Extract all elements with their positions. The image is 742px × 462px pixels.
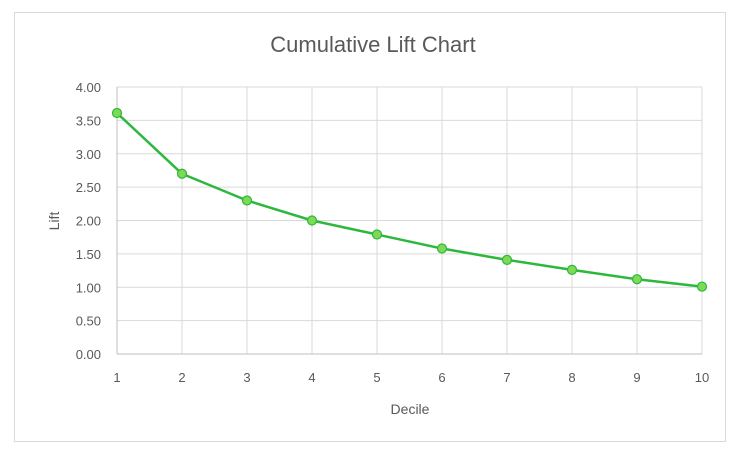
data-point: [176, 168, 188, 179]
x-tick-label: 5: [373, 370, 380, 385]
series-layer: [111, 107, 708, 292]
x-tick-label: 9: [633, 370, 640, 385]
chart-frame: [14, 12, 726, 442]
series-line: [116, 112, 703, 288]
data-point: [306, 215, 318, 226]
grid-lines: [117, 86, 703, 354]
y-axis-label: Lift: [46, 212, 62, 231]
y-tick-label: 0.00: [76, 347, 101, 362]
y-tick-label: 1.50: [76, 247, 101, 262]
data-point: [501, 254, 513, 265]
chart-title: Cumulative Lift Chart: [270, 32, 475, 57]
data-point: [631, 274, 643, 285]
y-tick-label: 0.50: [76, 314, 101, 329]
x-tick-label: 4: [308, 370, 315, 385]
x-tick-label: 2: [178, 370, 185, 385]
data-point: [436, 243, 448, 254]
y-tick-labels: 0.00 0.50 1.00 1.50 2.00 2.50 3.00 3.50 4.00: [76, 80, 101, 362]
data-point: [241, 195, 253, 206]
y-tick-label: 3.00: [76, 147, 101, 162]
data-point: [566, 264, 578, 275]
x-tick-labels: 1 2 3 4 5 6 7 8 9 10: [113, 370, 709, 385]
y-tick-label: 3.50: [76, 113, 101, 128]
data-point: [696, 281, 708, 292]
data-point: [371, 229, 383, 240]
x-axis-label: Decile: [391, 401, 430, 417]
y-tick-label: 2.50: [76, 180, 101, 195]
data-point: [111, 107, 123, 119]
y-tick-label: 1.00: [76, 280, 101, 295]
y-tick-label: 4.00: [76, 80, 101, 95]
y-tick-label: 2.00: [76, 214, 101, 229]
x-tick-label: 3: [243, 370, 250, 385]
axes: [116, 87, 702, 355]
x-tick-label: 6: [438, 370, 445, 385]
x-tick-label: 10: [695, 370, 709, 385]
x-tick-label: 7: [503, 370, 510, 385]
x-tick-label: 1: [113, 370, 120, 385]
x-tick-label: 8: [568, 370, 575, 385]
